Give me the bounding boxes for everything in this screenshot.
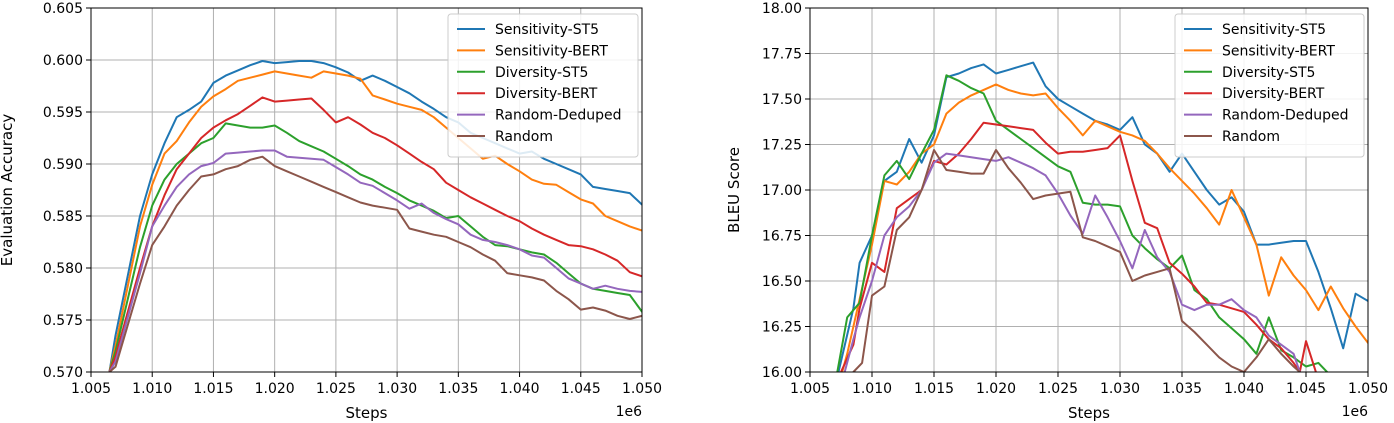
bleu-legend-label-sensitivity-st5: Sensitivity-ST5: [1222, 22, 1326, 38]
bleu-x-tick-label: 1.025: [1038, 381, 1078, 397]
accuracy-series-line-diversity-bert: [108, 96, 642, 372]
bleu-x-tick-label: 1.035: [1162, 381, 1202, 397]
bleu-legend-label-diversity-st5: Diversity-ST5: [1222, 65, 1315, 81]
accuracy-x-tick-label: 1.035: [438, 381, 478, 397]
accuracy-y-tick-label: 0.585: [43, 209, 83, 225]
accuracy-y-tick-label: 0.595: [43, 105, 83, 121]
accuracy-y-tick-label: 0.605: [43, 1, 83, 17]
accuracy-y-tick-label: 0.580: [43, 261, 83, 277]
bleu-legend: Sensitivity-ST5 Sensitivity-BERT Diversity…: [1174, 13, 1365, 158]
accuracy-x-tick-label: 1.005: [71, 381, 111, 397]
accuracy-y-tick-label: 0.590: [43, 157, 83, 173]
accuracy-x-tick-label: 1.025: [316, 381, 356, 397]
accuracy-x-tick-label: 1.050: [622, 381, 662, 397]
bleu-series-lines: [836, 61, 1368, 372]
accuracy-legend-label-diversity-bert: Diversity-BERT: [495, 86, 598, 102]
bleu-y-tick-label: 16.25: [762, 320, 802, 336]
bleu-series-line-diversity-bert: [839, 121, 1317, 372]
bleu-y-tick-label: 16.75: [762, 229, 802, 245]
bleu-legend-label-random: Random: [1222, 129, 1280, 145]
bleu-x-offset-label: 1e6: [1342, 404, 1369, 420]
bleu-x-tick-label: 1.020: [976, 381, 1016, 397]
bleu-y-tick-label: 18.00: [762, 1, 802, 17]
accuracy-series-line-random: [107, 155, 642, 372]
bleu-x-tick-label: 1.010: [852, 381, 892, 397]
accuracy-series-lines: [107, 60, 642, 372]
bleu-legend-label-sensitivity-bert: Sensitivity-BERT: [1222, 43, 1335, 59]
accuracy-x-tick-label: 1.040: [500, 381, 540, 397]
accuracy-legend-label-random-deduped: Random-Deduped: [495, 108, 622, 124]
accuracy-legend-box: [447, 13, 639, 158]
accuracy-legend-label-random: Random: [495, 129, 553, 145]
accuracy-x-tick-label: 1.045: [561, 381, 601, 397]
bleu-legend-label-diversity-bert: Diversity-BERT: [1222, 86, 1325, 102]
accuracy-x-tick-label: 1.020: [255, 381, 295, 397]
bleu-chart-panel: 1.005 1.010 1.015 1.020 1.025 1.030 1.035 1.040…: [725, 1, 1388, 422]
bleu-y-tick-label: 17.00: [762, 183, 802, 199]
accuracy-legend-label-sensitivity-st5: Sensitivity-ST5: [495, 22, 599, 38]
accuracy-x-axis-label: Steps: [346, 404, 388, 422]
bleu-x-tick-label: 1.030: [1100, 381, 1140, 397]
bleu-y-tick-label: 17.25: [762, 138, 802, 154]
bleu-x-tick-label: 1.040: [1224, 381, 1264, 397]
accuracy-y-axis-label: Evaluation Accuracy: [0, 114, 16, 267]
bleu-y-tick-label: 16.50: [762, 274, 802, 290]
accuracy-x-tick-label: 1.030: [377, 381, 417, 397]
accuracy-x-tick-label: 1.015: [193, 381, 233, 397]
bleu-y-tick-label: 17.75: [762, 47, 802, 63]
bleu-series-line-random: [852, 149, 1302, 372]
accuracy-series-line-diversity-st5: [108, 122, 642, 372]
accuracy-series-line-random-deduped: [108, 149, 642, 372]
bleu-y-axis-label: BLEU Score: [725, 147, 743, 233]
bleu-x-axis-label: Steps: [1068, 404, 1110, 422]
accuracy-y-tick-label: 0.575: [43, 313, 83, 329]
bleu-legend-box: [1174, 13, 1365, 158]
bleu-x-tick-label: 1.005: [790, 381, 830, 397]
bleu-series-line-sensitivity-bert: [841, 83, 1368, 372]
bleu-series-line-diversity-st5: [836, 74, 1329, 372]
accuracy-series-line-sensitivity-bert: [108, 70, 642, 372]
bleu-x-tick-label: 1.045: [1286, 381, 1326, 397]
accuracy-y-tick-label: 0.570: [43, 365, 83, 381]
bleu-x-tick-label: 1.050: [1348, 381, 1388, 397]
bleu-series-line-random-deduped: [843, 152, 1301, 372]
bleu-x-tick-label: 1.015: [914, 381, 954, 397]
accuracy-legend: Sensitivity-ST5 Sensitivity-BERT Diversity…: [447, 13, 639, 158]
bleu-y-tick-label: 17.50: [762, 92, 802, 108]
bleu-legend-label-random-deduped: Random-Deduped: [1222, 108, 1349, 124]
accuracy-x-tick-label: 1.010: [132, 381, 172, 397]
bleu-y-tick-label: 16.00: [762, 365, 802, 381]
accuracy-x-offset-label: 1e6: [616, 404, 643, 420]
accuracy-series-line-sensitivity-st5: [108, 60, 642, 372]
accuracy-legend-label-sensitivity-bert: Sensitivity-BERT: [495, 43, 608, 59]
accuracy-chart-panel: 1.005 1.010 1.015 1.020 1.025 1.030 1.035 1.040…: [0, 1, 662, 422]
accuracy-y-tick-label: 0.600: [43, 53, 83, 69]
accuracy-axes-frame: [90, 7, 643, 373]
accuracy-legend-label-diversity-st5: Diversity-ST5: [495, 65, 588, 81]
